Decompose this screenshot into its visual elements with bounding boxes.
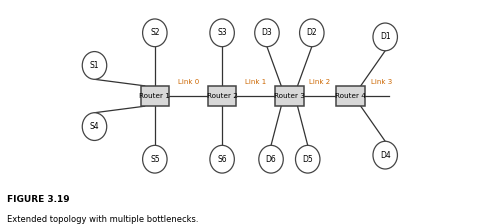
Text: S2: S2 xyxy=(150,28,159,37)
Text: Link 0: Link 0 xyxy=(178,79,199,85)
Ellipse shape xyxy=(142,145,166,173)
Text: Router 4: Router 4 xyxy=(334,93,365,99)
FancyBboxPatch shape xyxy=(140,86,169,106)
FancyBboxPatch shape xyxy=(335,86,364,106)
Ellipse shape xyxy=(210,19,234,47)
Text: S1: S1 xyxy=(90,61,99,70)
Ellipse shape xyxy=(210,145,234,173)
Text: Extended topology with multiple bottlenecks.: Extended topology with multiple bottlene… xyxy=(7,215,198,224)
Text: D3: D3 xyxy=(261,28,272,37)
Text: Router 3: Router 3 xyxy=(273,93,304,99)
Ellipse shape xyxy=(258,145,283,173)
Text: Link 1: Link 1 xyxy=(244,79,266,85)
Ellipse shape xyxy=(295,145,319,173)
Text: S3: S3 xyxy=(217,28,227,37)
Ellipse shape xyxy=(82,52,106,79)
Text: D6: D6 xyxy=(265,155,276,164)
Text: S5: S5 xyxy=(150,155,159,164)
Text: Link 2: Link 2 xyxy=(309,79,330,85)
Ellipse shape xyxy=(299,19,323,47)
Text: D2: D2 xyxy=(306,28,317,37)
Text: D4: D4 xyxy=(379,151,390,160)
Text: S4: S4 xyxy=(90,122,99,131)
Ellipse shape xyxy=(372,23,396,51)
Ellipse shape xyxy=(372,141,396,169)
Text: D1: D1 xyxy=(379,32,390,41)
Text: S6: S6 xyxy=(217,155,227,164)
Ellipse shape xyxy=(82,113,106,140)
Ellipse shape xyxy=(142,19,166,47)
Text: Link 3: Link 3 xyxy=(370,79,391,85)
FancyBboxPatch shape xyxy=(274,86,303,106)
FancyBboxPatch shape xyxy=(208,86,236,106)
Text: D5: D5 xyxy=(302,155,313,164)
Text: Router 2: Router 2 xyxy=(206,93,237,99)
Text: Router 1: Router 1 xyxy=(139,93,170,99)
Ellipse shape xyxy=(254,19,279,47)
Text: FIGURE 3.19: FIGURE 3.19 xyxy=(7,195,70,204)
